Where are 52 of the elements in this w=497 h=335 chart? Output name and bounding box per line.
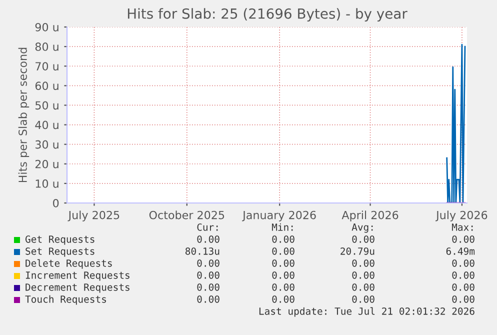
- chart-title: Hits for Slab: 25 (21696 Bytes) - by year: [128, 8, 408, 22]
- text: 0.00: [352, 295, 374, 303]
- y-tick-label: 0: [53, 198, 59, 208]
- text: 0.00: [197, 271, 220, 279]
- text: 0.00: [452, 295, 474, 303]
- text: Avg:: [352, 224, 373, 233]
- text: 80.13u: [186, 247, 220, 255]
- y-axis-title: Hits per Slab per second: [18, 48, 30, 182]
- text: 0.00: [197, 259, 220, 267]
- text: 6.49m: [446, 247, 475, 255]
- y-tick-label: 70 u: [36, 62, 58, 70]
- y-tick-label: 90 u: [35, 22, 58, 32]
- legend-label: Get Requests: [25, 235, 94, 245]
- x-tick-label: July 2025: [68, 210, 120, 222]
- text: Cur:: [197, 223, 218, 231]
- legend-label: Delete Requests: [26, 259, 112, 269]
- text: 0.00: [272, 235, 294, 243]
- text: 0.00: [272, 247, 294, 255]
- text: 0.00: [452, 259, 474, 267]
- text: 0.00: [197, 295, 220, 303]
- x-tick-label: April 2026: [342, 210, 398, 222]
- text: 0.00: [197, 283, 220, 291]
- text: 0.00: [352, 235, 374, 243]
- text: 0.00: [272, 259, 294, 267]
- x-tick-label: January 2026: [242, 210, 316, 222]
- x-tick-label: July 2026: [435, 210, 488, 222]
- y-tick-label: 60 u: [35, 82, 58, 90]
- text: Max:: [452, 224, 473, 231]
- text: 0.00: [352, 283, 374, 291]
- text: 0.00: [352, 271, 374, 279]
- legend-label: Increment Requests: [26, 272, 130, 281]
- text: Last update: Tue Jul 21 02:01:32 2026: [259, 307, 474, 317]
- x-tick-label: October 2025: [149, 210, 224, 220]
- text: 0.00: [272, 283, 294, 291]
- text: 0.00: [452, 283, 474, 291]
- text: 0.00: [272, 295, 294, 303]
- text: 0.00: [452, 235, 474, 243]
- legend-label: Decrement Requests: [26, 284, 130, 293]
- text: 0.00: [197, 235, 220, 243]
- text: 0.00: [272, 271, 294, 279]
- legend-label: Touch Requests: [25, 295, 106, 305]
- text: Min:: [272, 223, 293, 231]
- y-tick-label: 40 u: [35, 120, 58, 130]
- y-tick-label: 80 u: [35, 42, 58, 51]
- text: 20.79u: [340, 247, 374, 255]
- y-tick-label: 20 u: [35, 160, 58, 168]
- text: 0.00: [352, 259, 374, 267]
- y-tick-label: 10 u: [36, 179, 58, 188]
- legend-label: Set Requests: [26, 247, 94, 257]
- text: 0.00: [452, 271, 474, 279]
- y-tick-label: 50 u: [36, 101, 58, 110]
- y-tick-label: 30 u: [35, 140, 58, 149]
